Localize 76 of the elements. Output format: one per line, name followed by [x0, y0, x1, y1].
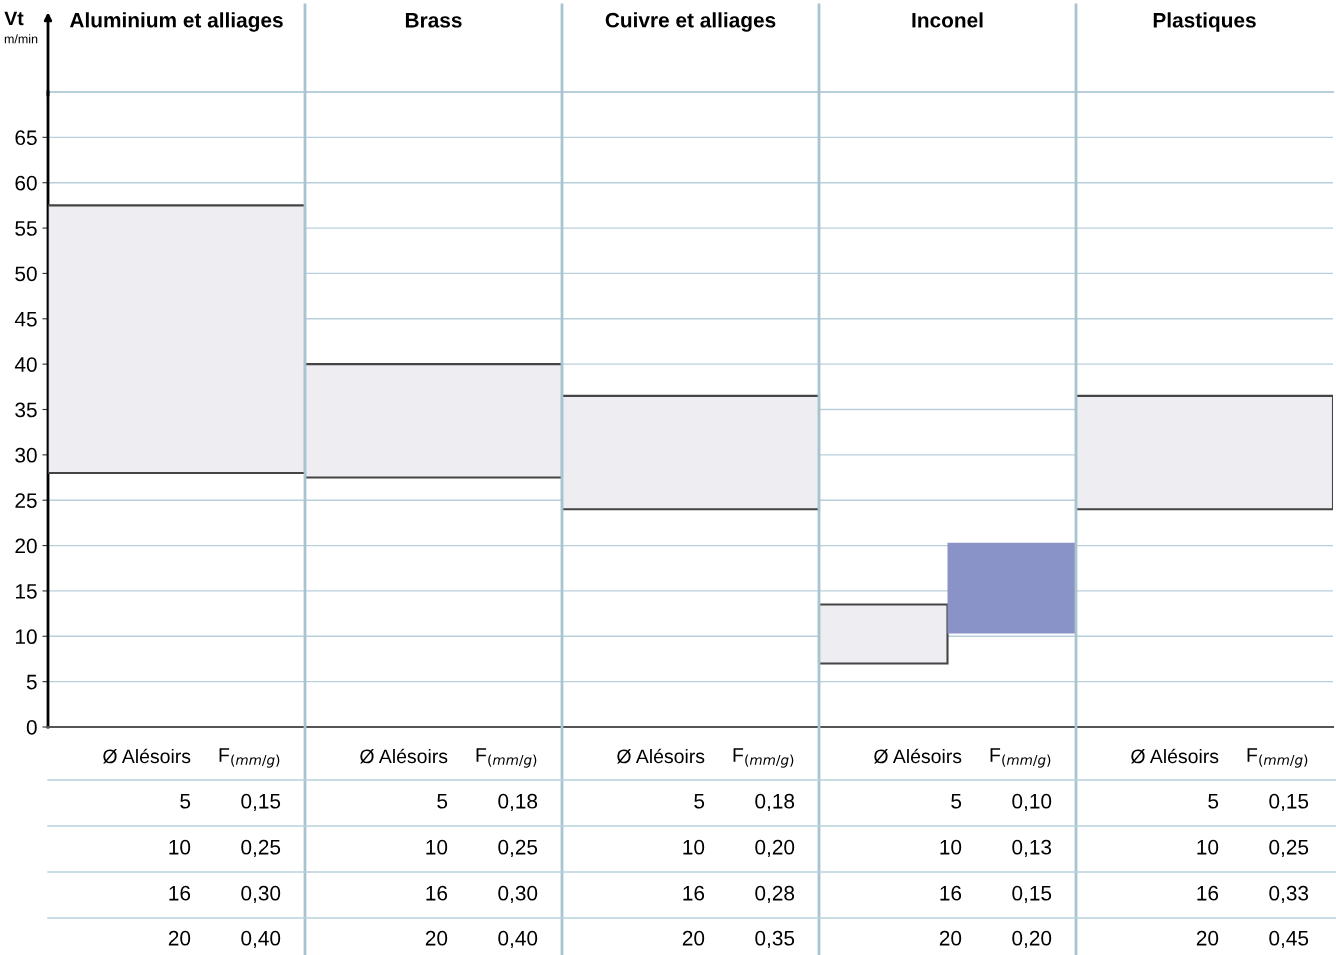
text: 10 [1197, 839, 1219, 855]
text: 0,18 [498, 793, 538, 812]
y-tick-label: 25 [15, 493, 37, 508]
text: 16 [426, 885, 448, 901]
y-tick-label: 65 [15, 130, 37, 146]
text: 20 [168, 930, 191, 946]
text: 5 [437, 794, 448, 809]
y-tick-label: 60 [15, 175, 37, 191]
text: Ø Alésoirs [360, 748, 448, 764]
bar [560, 394, 821, 511]
text: Ø Alésoirs [103, 748, 191, 764]
y-tick-label: 55 [15, 221, 37, 236]
text: F$_{(mm/g)}$ [476, 748, 537, 768]
bar [1074, 394, 1333, 511]
text: 0,15 [1012, 885, 1052, 904]
bar [303, 363, 564, 479]
text: 16 [169, 885, 191, 901]
text: 0,25 [241, 839, 281, 858]
text: 0,18 [755, 793, 795, 812]
y-tick-label: 35 [15, 402, 37, 418]
text: 0,15 [241, 793, 281, 812]
text: 5 [951, 794, 962, 809]
text: Ø Alésoirs [874, 748, 962, 764]
bar [947, 542, 1076, 634]
x-tick-label: Plastiques [1153, 12, 1256, 32]
text: 0,20 [1012, 930, 1052, 949]
text: 20 [1196, 930, 1219, 946]
text: 0,15 [1269, 793, 1309, 812]
y-tick-label: 45 [14, 312, 37, 327]
text: 10 [426, 839, 448, 855]
text: 0,20 [755, 839, 795, 858]
y-tick-label: 40 [14, 357, 37, 372]
text: 16 [940, 885, 962, 901]
text: 10 [940, 839, 962, 855]
text: 16 [683, 885, 705, 901]
y-tick-label: 10 [16, 629, 37, 645]
x-tick-label: Cuivre et alliages [605, 12, 776, 32]
text: 20 [939, 930, 962, 946]
x-tick-label: Inconel [912, 12, 983, 28]
text: 10 [683, 839, 705, 855]
text: 0,25 [498, 839, 538, 858]
text: 0,25 [1269, 839, 1309, 858]
y-axis-title: Vt [4, 11, 24, 26]
text: F$_{(mm/g)}$ [733, 748, 794, 768]
text: 0,45 [1269, 930, 1309, 949]
text: 0,40 [498, 930, 538, 949]
y-tick-label: 30 [15, 447, 37, 463]
text: F$_{(mm/g)}$ [1247, 748, 1308, 768]
text: 5 [694, 794, 705, 809]
text: 0,10 [1012, 793, 1052, 812]
x-tick-label: Aluminium et alliages [69, 12, 283, 32]
text: 0,33 [1269, 885, 1309, 904]
text: 0,30 [498, 885, 538, 904]
text: 0,30 [241, 885, 281, 904]
y-tick-label: 15 [16, 584, 37, 599]
y-tick-label: 20 [15, 538, 37, 554]
y-tick-label: 5 [26, 674, 37, 690]
y-tick-label: 50 [15, 266, 37, 282]
text: 16 [1197, 885, 1219, 901]
text: 0,35 [755, 930, 795, 949]
text: 5 [1208, 794, 1219, 809]
x-tick-label: Brass [405, 13, 462, 28]
text: 20 [425, 930, 448, 946]
text: 0,13 [1012, 839, 1052, 858]
text: m/min [4, 34, 38, 44]
text: 0,28 [755, 885, 795, 904]
text: Ø Alésoirs [1131, 748, 1219, 764]
text: 5 [180, 794, 191, 809]
text: F$_{(mm/g)}$ [990, 748, 1051, 768]
y-tick-label: 0 [26, 720, 37, 735]
text: 10 [169, 839, 191, 855]
bar [48, 204, 307, 475]
text: F$_{(mm/g)}$ [219, 748, 280, 768]
text: 0,40 [241, 930, 281, 949]
text: Ø Alésoirs [617, 748, 705, 764]
text: 20 [682, 930, 705, 946]
